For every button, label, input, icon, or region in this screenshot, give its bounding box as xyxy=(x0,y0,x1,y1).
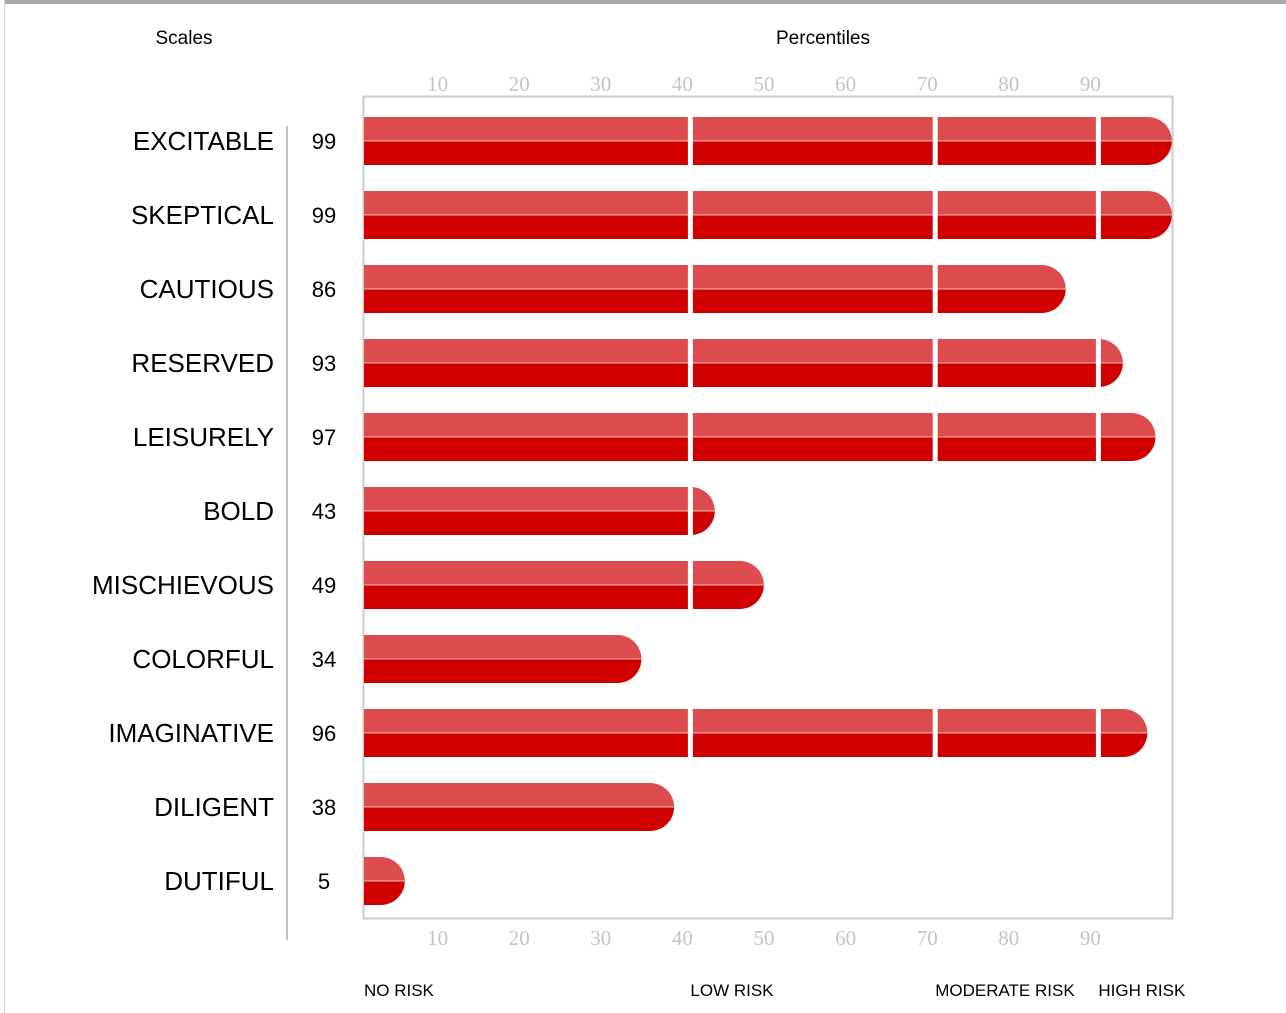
value-label: 99 xyxy=(312,203,336,228)
tick-label-bottom: 20 xyxy=(509,926,530,950)
scale-label: EXCITABLE xyxy=(133,126,274,156)
tick-label-bottom: 30 xyxy=(590,926,611,950)
tick-label-bottom: 90 xyxy=(1080,926,1101,950)
value-label: 93 xyxy=(312,351,336,376)
tick-label-top: 70 xyxy=(917,72,938,96)
bar-skeptical xyxy=(364,191,1172,239)
risk-zone-label: LOW RISK xyxy=(690,981,774,1000)
value-label: 38 xyxy=(312,795,336,820)
value-label: 86 xyxy=(312,277,336,302)
scales-header: Scales xyxy=(155,28,212,49)
tick-label-top: 50 xyxy=(754,72,775,96)
scale-label: DUTIFUL xyxy=(164,866,274,896)
value-label: 99 xyxy=(312,129,336,154)
risk-zones-layer: NO RISK LOW RISK MODERATE RISK HIGH RISK xyxy=(364,981,1186,1000)
tick-label-bottom: 10 xyxy=(427,926,448,950)
bar-colorful xyxy=(364,635,642,683)
tick-label-bottom: 60 xyxy=(835,926,856,950)
risk-zone-label: NO RISK xyxy=(364,981,435,1000)
tick-label-top: 90 xyxy=(1080,72,1101,96)
tick-label-top: 20 xyxy=(509,72,530,96)
bar-leisurely xyxy=(364,413,1156,461)
value-label: 96 xyxy=(312,721,336,746)
scale-label: MISCHIEVOUS xyxy=(92,570,274,600)
bars-layer xyxy=(364,117,1172,905)
value-label: 5 xyxy=(318,869,330,894)
risk-zone-label: HIGH RISK xyxy=(1098,981,1186,1000)
scale-label: CAUTIOUS xyxy=(140,274,274,304)
tick-label-top: 40 xyxy=(672,72,693,96)
tick-label-top: 60 xyxy=(835,72,856,96)
window-left-border xyxy=(0,0,5,1013)
bar-excitable xyxy=(364,117,1172,165)
tick-label-top: 10 xyxy=(427,72,448,96)
chart-title: Percentiles xyxy=(776,28,870,49)
scale-label: COLORFUL xyxy=(132,644,274,674)
tick-label-top: 80 xyxy=(998,72,1019,96)
labels-layer: EXCITABLE 99 SKEPTICAL 99 CAUTIOUS 86 RESERVED… xyxy=(92,126,336,896)
bar-mischievous xyxy=(364,561,764,609)
scale-label: BOLD xyxy=(203,496,274,526)
scale-label: RESERVED xyxy=(131,348,274,378)
ticks-layer: 10 10 20 20 30 30 40 40 50 50 60 60 70 70 80 80 90 90 xyxy=(427,72,1101,950)
tick-label-bottom: 40 xyxy=(672,926,693,950)
scale-label: SKEPTICAL xyxy=(131,200,274,230)
value-label: 49 xyxy=(312,573,336,598)
value-label: 97 xyxy=(312,425,336,450)
value-label: 34 xyxy=(312,647,336,672)
tick-label-top: 30 xyxy=(590,72,611,96)
bar-bold xyxy=(364,487,715,535)
scale-label: LEISURELY xyxy=(133,422,274,452)
risk-zone-label: MODERATE RISK xyxy=(935,981,1075,1000)
tick-label-bottom: 50 xyxy=(754,926,775,950)
bar-diligent xyxy=(364,783,675,831)
bar-imaginative xyxy=(364,709,1148,757)
tick-label-bottom: 80 xyxy=(998,926,1019,950)
value-label: 43 xyxy=(312,499,336,524)
bar-cautious xyxy=(364,265,1066,313)
bar-reserved xyxy=(364,339,1123,387)
scale-label: DILIGENT xyxy=(154,792,274,822)
window-top-border xyxy=(0,0,1286,4)
tick-label-bottom: 70 xyxy=(917,926,938,950)
scale-label: IMAGINATIVE xyxy=(108,718,274,748)
